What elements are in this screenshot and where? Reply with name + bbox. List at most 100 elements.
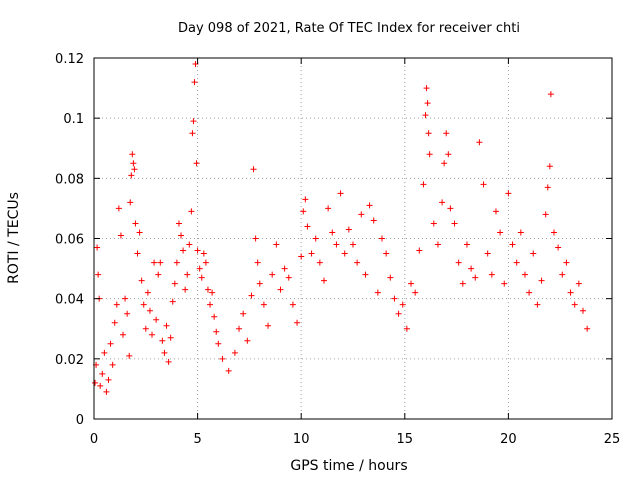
data-point [128,172,135,179]
data-point [178,232,185,239]
data-point [196,265,203,272]
data-point [151,259,158,266]
data-point [422,112,429,119]
y-tick-label: 0.02 [55,353,84,368]
data-point [277,286,284,293]
data-point [99,370,106,377]
data-point [579,307,586,314]
data-point [269,271,276,278]
data-point [316,259,323,266]
data-point [362,271,369,278]
data-point [538,277,545,284]
data-point [193,160,200,167]
data-point [547,91,554,98]
data-point [542,211,549,218]
y-tick-label: 0.12 [55,52,84,67]
data-point [124,310,131,317]
data-point [142,325,149,332]
data-point [459,280,466,287]
data-point [213,328,220,335]
data-point [136,229,143,236]
x-tick-label: 25 [604,432,621,447]
data-point [329,229,336,236]
data-point [265,322,272,329]
x-tick-labels: 0 5 10 15 20 25 [90,432,620,447]
data-point [169,298,176,305]
data-point [403,325,410,332]
data-point [113,301,120,308]
y-tick-label: 0.1 [63,112,84,127]
data-point [563,259,570,266]
data-point [254,259,261,266]
data-point [337,190,344,197]
data-point [115,205,122,212]
y-tick-label: 0 [76,413,84,428]
data-point [509,241,516,248]
data-point [184,271,191,278]
data-point [430,220,437,227]
data-point [480,181,487,188]
data-point [424,100,431,107]
data-point [425,130,432,137]
data-point [101,349,108,356]
data-point [144,289,151,296]
data-point [320,277,327,284]
data-point [211,313,218,320]
data-point [374,289,381,296]
data-point [521,271,528,278]
data-point [567,289,574,296]
data-point [379,235,386,242]
data-point [188,208,195,215]
data-point [420,181,427,188]
grid-lines [94,58,612,419]
data-point [289,301,296,308]
y-tick-labels: 0 0.02 0.04 0.06 0.08 0.1 0.12 [55,52,84,428]
data-point [134,250,141,257]
x-tick-label: 0 [90,432,98,447]
data-point [325,205,332,212]
x-tick-label: 10 [293,432,310,447]
axis-ticks [93,57,613,420]
data-point [350,241,356,248]
data-point [155,271,162,278]
data-point [97,382,104,389]
data-point [153,316,160,323]
data-point [200,250,207,257]
data-point [300,208,307,215]
data-point [488,271,495,278]
data-point [501,280,508,287]
data-point [341,250,348,257]
data-point [186,241,193,248]
data-point [333,241,340,248]
data-point [416,247,423,254]
data-point [95,271,102,278]
data-point [555,244,562,251]
data-point [451,220,458,227]
data-point [149,331,156,338]
data-point [122,295,129,302]
data-point [298,253,305,260]
data-point [171,280,178,287]
data-point [127,199,134,206]
data-point [443,130,450,137]
data-point [94,244,101,251]
data-point [445,151,452,158]
data-point [366,202,373,209]
data-point [215,340,222,347]
y-tick-label: 0.08 [55,172,84,187]
data-point [109,361,116,368]
data-point [157,259,164,266]
y-tick-label: 0.04 [55,293,84,308]
y-axis-label: ROTI / TECUs [6,192,22,284]
data-point [517,229,524,236]
data-point [354,259,361,266]
data-point [194,247,201,254]
data-point [209,289,216,296]
data-point [468,265,475,272]
data-point [294,319,301,326]
data-point [387,274,394,281]
data-point [161,349,168,356]
data-point [308,250,315,257]
data-points [92,61,591,395]
